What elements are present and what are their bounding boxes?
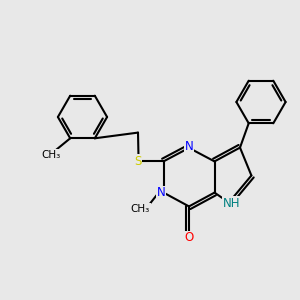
- Text: S: S: [134, 155, 141, 168]
- Text: CH₃: CH₃: [41, 150, 60, 160]
- Text: O: O: [184, 231, 194, 244]
- Text: N: N: [157, 186, 166, 199]
- Text: N: N: [184, 140, 194, 153]
- Text: NH: NH: [223, 197, 240, 210]
- Text: CH₃: CH₃: [131, 203, 150, 214]
